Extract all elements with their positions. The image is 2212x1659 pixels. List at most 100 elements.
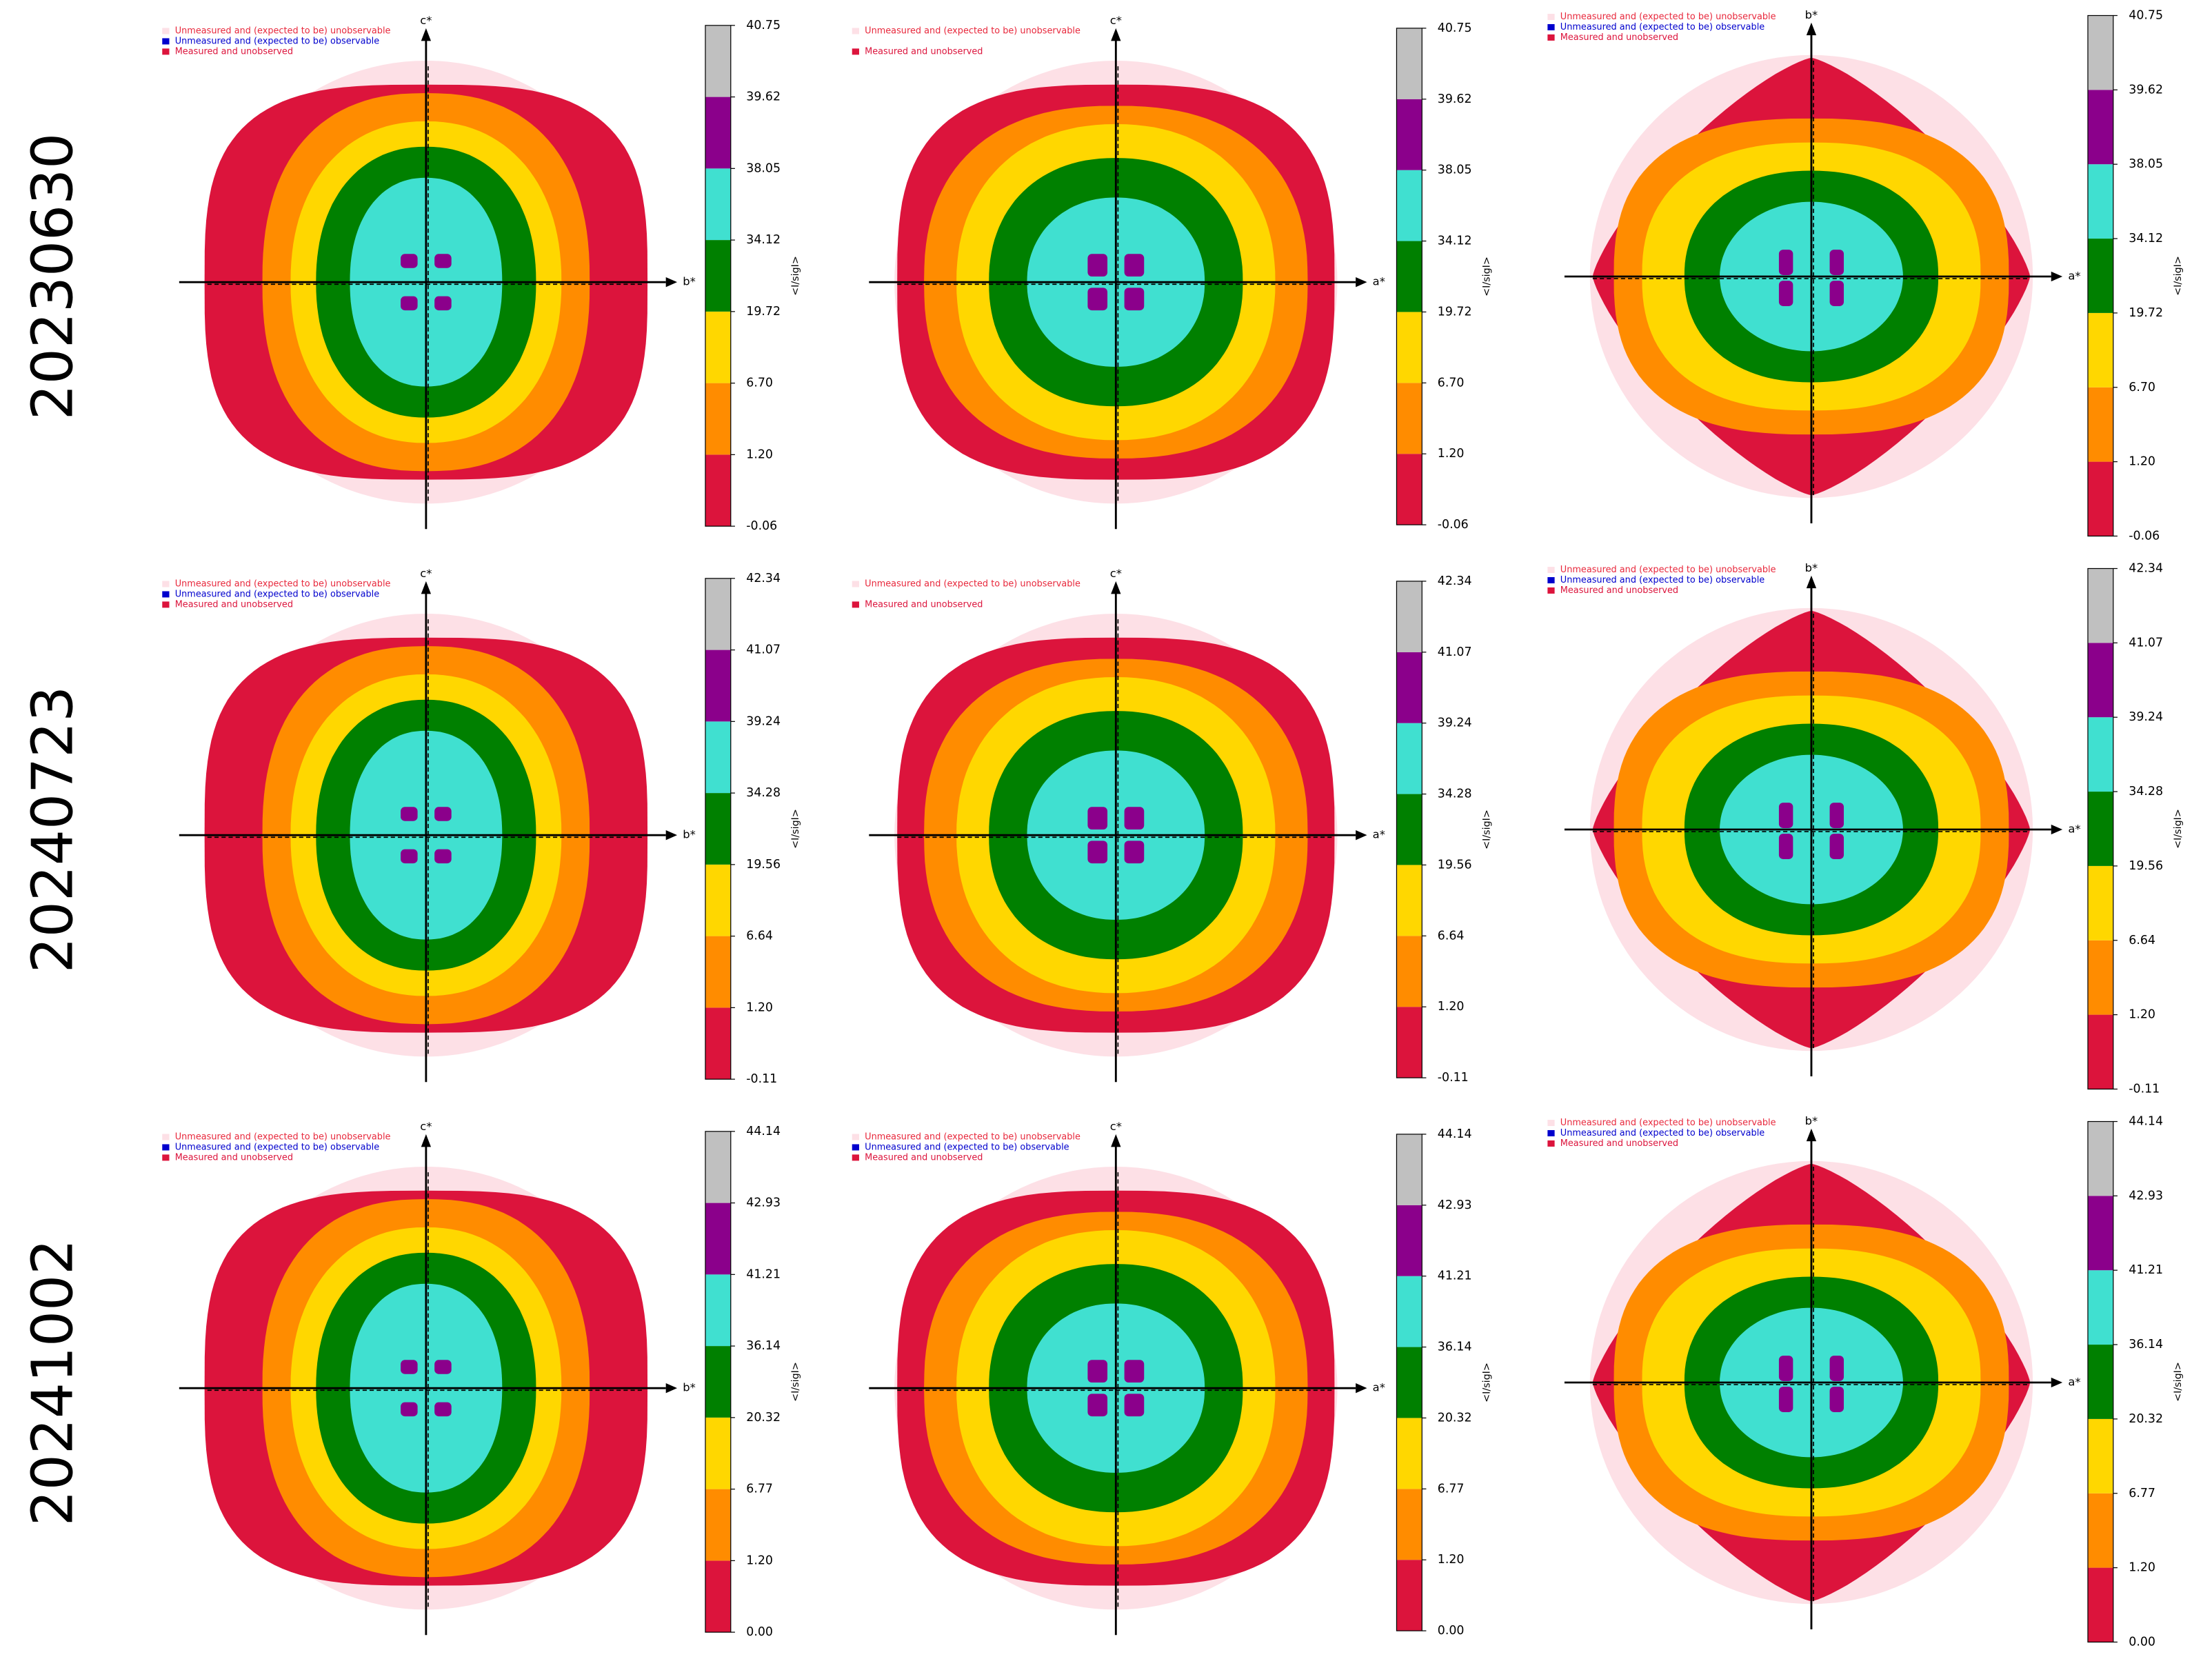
colorbar-tick-label: 19.56 bbox=[1438, 858, 1472, 872]
colorbar-band bbox=[2087, 792, 2113, 866]
colorbar-label: <I/sigI> bbox=[1481, 257, 1492, 296]
colorbar-band bbox=[2087, 387, 2113, 462]
legend-label: Unmeasured and (expected to be) observab… bbox=[175, 1142, 380, 1152]
intensity-band bbox=[1087, 841, 1108, 864]
colorbar-band bbox=[705, 864, 731, 936]
colorbar-tick-label: 39.24 bbox=[1438, 716, 1472, 730]
legend-label: Measured and unobserved bbox=[175, 599, 293, 610]
colorbar-tick-label: 34.12 bbox=[746, 233, 781, 247]
colorbar-label: <I/sigI> bbox=[790, 809, 801, 849]
colorbar-tick-label: 36.14 bbox=[746, 1339, 781, 1353]
colorbar-tick-label: 6.77 bbox=[2129, 1487, 2155, 1500]
colorbar-frame bbox=[1396, 581, 1422, 1078]
colorbar-tick-label: 42.34 bbox=[1438, 574, 1472, 588]
legend-marker bbox=[1547, 1129, 1555, 1136]
x-axis-label: a* bbox=[2068, 1376, 2080, 1389]
intensity-band bbox=[401, 1360, 418, 1374]
colorbar-label: <I/sigI> bbox=[1481, 1363, 1492, 1402]
colorbar-tick-label: 20.32 bbox=[2129, 1412, 2163, 1426]
legend-marker bbox=[162, 591, 170, 598]
colorbar-band bbox=[705, 383, 731, 455]
colorbar-band bbox=[705, 168, 731, 241]
colorbar-band bbox=[1396, 794, 1422, 865]
legend-label: Unmeasured and (expected to be) observab… bbox=[1560, 1128, 1765, 1138]
colorbar-band bbox=[1396, 454, 1422, 525]
legend-label: Unmeasured and (expected to be) unobserv… bbox=[1560, 12, 1776, 22]
axis-arrow bbox=[1806, 22, 1817, 36]
y-axis-label: b* bbox=[1805, 1114, 1818, 1127]
colorbar-band bbox=[705, 25, 731, 97]
colorbar-band bbox=[2087, 568, 2113, 643]
y-axis-label: b* bbox=[1805, 8, 1818, 21]
legend-marker bbox=[162, 1154, 170, 1161]
intensity-band bbox=[1124, 288, 1145, 311]
legend-label: Unmeasured and (expected to be) unobserv… bbox=[175, 579, 391, 590]
intensity-band bbox=[1087, 1394, 1108, 1417]
colorbar-band bbox=[2087, 643, 2113, 718]
legend-label: Unmeasured and (expected to be) observab… bbox=[1560, 22, 1765, 32]
intensity-band bbox=[434, 1360, 452, 1374]
colorbar-tick-label: 38.05 bbox=[746, 161, 781, 175]
colorbar-band bbox=[1396, 1489, 1422, 1560]
panel: b* c* Unmeasured and (expected to be) unob… bbox=[162, 1120, 801, 1639]
colorbar-frame bbox=[1396, 1134, 1422, 1631]
intensity-band bbox=[1778, 1356, 1793, 1381]
legend-marker bbox=[1547, 23, 1555, 30]
legend-marker bbox=[1547, 1140, 1555, 1147]
colorbar-tick-label: 0.00 bbox=[1438, 1624, 1465, 1638]
colorbar-band bbox=[705, 240, 731, 312]
intensity-band bbox=[1124, 1360, 1145, 1382]
legend-marker bbox=[162, 1144, 170, 1151]
colorbar-band bbox=[705, 311, 731, 383]
intensity-band bbox=[1087, 254, 1108, 276]
colorbar-band bbox=[705, 1417, 731, 1489]
legend-marker bbox=[1547, 34, 1555, 41]
colorbar-label: <I/sigI> bbox=[790, 1362, 801, 1402]
colorbar-tick-label: 41.07 bbox=[746, 643, 781, 657]
colorbar-band bbox=[2087, 312, 2113, 388]
colorbar-tick-label: -0.11 bbox=[1438, 1071, 1469, 1085]
colorbar-band bbox=[2087, 1345, 2113, 1419]
legend-marker bbox=[162, 601, 170, 608]
axis-arrow bbox=[421, 581, 432, 594]
y-axis-label: b* bbox=[1805, 561, 1818, 574]
legend-marker bbox=[162, 28, 170, 34]
axis-arrow bbox=[2051, 271, 2063, 282]
intensity-band bbox=[1778, 803, 1793, 828]
legend-label: Unmeasured and (expected to be) unobserv… bbox=[865, 1132, 1080, 1143]
legend-label: Measured and unobserved bbox=[1560, 32, 1678, 43]
colorbar-tick-label: 1.20 bbox=[2129, 455, 2155, 469]
colorbar-label: <I/sigI> bbox=[2173, 1362, 2184, 1402]
legend-marker bbox=[852, 28, 859, 34]
colorbar-tick-label: -0.06 bbox=[746, 519, 777, 533]
legend-label: Measured and unobserved bbox=[1560, 1138, 1678, 1149]
colorbar-tick-label: 40.75 bbox=[2129, 9, 2163, 23]
colorbar-band bbox=[2087, 1121, 2113, 1196]
legend-marker bbox=[1547, 14, 1555, 21]
axis-arrow bbox=[1111, 1134, 1121, 1147]
colorbar-band bbox=[2087, 1493, 2113, 1568]
colorbar-frame bbox=[705, 1131, 732, 1633]
colorbar-band bbox=[705, 1560, 731, 1633]
legend-label: Unmeasured and (expected to be) unobserv… bbox=[865, 26, 1080, 37]
legend-label: Measured and unobserved bbox=[865, 1152, 983, 1163]
row-label: 20240723 bbox=[20, 686, 86, 974]
intensity-band bbox=[1829, 281, 1844, 306]
legend-marker bbox=[1547, 567, 1555, 574]
legend-label: Measured and unobserved bbox=[1560, 585, 1678, 596]
colorbar-frame bbox=[1396, 28, 1422, 525]
intensity-band bbox=[1829, 1356, 1844, 1381]
colorbar-tick-label: 44.14 bbox=[1438, 1127, 1472, 1141]
legend-marker bbox=[852, 1134, 859, 1140]
legend-label: Unmeasured and (expected to be) observab… bbox=[175, 589, 380, 599]
colorbar-tick-label: 1.20 bbox=[2129, 1561, 2155, 1575]
colorbar-tick-label: 1.20 bbox=[1438, 1000, 1465, 1014]
intensity-band bbox=[1829, 1387, 1844, 1412]
colorbar-tick-label: -0.11 bbox=[2129, 1082, 2160, 1096]
colorbar-tick-label: 39.24 bbox=[746, 714, 781, 728]
panel: b* c* Unmeasured and (expected to be) unob… bbox=[162, 567, 801, 1086]
x-axis-label: b* bbox=[683, 828, 696, 841]
colorbar-tick-label: 19.72 bbox=[1438, 305, 1472, 319]
colorbar-tick-label: 36.14 bbox=[2129, 1338, 2163, 1351]
legend-marker bbox=[1547, 1120, 1555, 1127]
